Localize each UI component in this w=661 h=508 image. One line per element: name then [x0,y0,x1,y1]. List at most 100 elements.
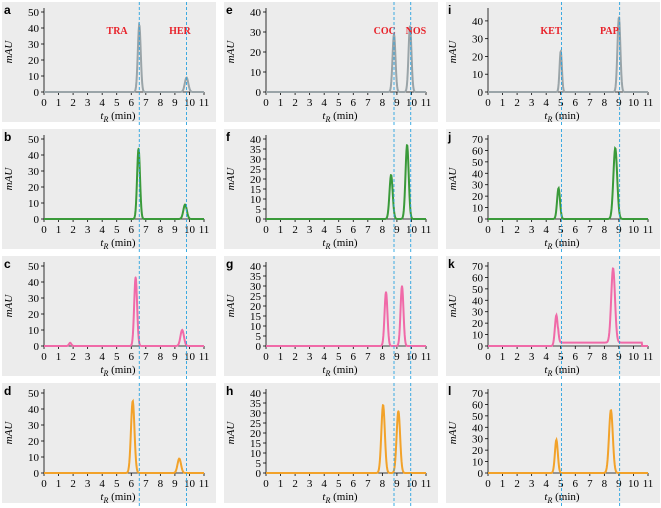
y-tick-label: 40 [250,7,262,19]
y-tick-label: 35 [250,144,262,156]
compound-label: HER [169,26,191,37]
x-tick-label: 9 [394,351,400,363]
x-tick-label: 8 [602,351,608,363]
y-tick-label: 0 [34,87,40,99]
x-tick-label: 10 [628,224,640,236]
plot-background [446,129,660,249]
y-tick-label: 30 [472,434,484,446]
x-tick-label: 4 [543,351,549,363]
x-tick-label: 1 [278,224,284,236]
x-tick-label: 2 [514,224,520,236]
plot-background [446,256,660,376]
plot-background [224,256,438,376]
y-tick-label: 40 [472,422,484,434]
y-tick-label: 30 [28,293,40,305]
x-tick-label: 8 [158,224,164,236]
y-tick-label: 30 [250,408,262,420]
y-tick-label: 70 [472,261,484,273]
y-axis-label: mAU [447,40,459,64]
x-tick-label: 2 [292,351,298,363]
x-tick-label: 0 [41,97,47,109]
y-tick-label: 15 [250,311,262,323]
x-tick-label: 3 [85,478,91,490]
x-tick-label: 8 [380,351,386,363]
x-tick-label: 6 [573,224,579,236]
peak-point [401,285,403,287]
x-tick-label: 6 [573,478,579,490]
x-tick-label: 1 [278,97,284,109]
x-axis-label: tR (min) [322,237,357,251]
y-tick-label: 40 [250,134,262,146]
x-tick-label: 6 [351,97,357,109]
x-axis-label: tR (min) [100,491,135,505]
x-tick-label: 11 [421,224,432,236]
y-tick-label: 60 [472,272,484,284]
x-axis-label: tR (min) [544,237,579,251]
x-axis-label: tR (min) [100,110,135,124]
panel-letter: b [4,130,11,144]
x-tick-label: 9 [394,224,400,236]
x-tick-label: 7 [365,351,371,363]
x-tick-label: 4 [321,224,327,236]
x-tick-label: 10 [184,97,196,109]
x-tick-label: 3 [307,224,313,236]
peak-point [385,291,387,293]
x-tick-label: 0 [263,351,269,363]
y-tick-label: 0 [34,341,40,353]
y-tick-label: 60 [472,399,484,411]
x-tick-label: 9 [394,478,400,490]
plot-background [2,2,216,122]
x-tick-label: 11 [421,97,432,109]
x-tick-label: 5 [114,97,120,109]
x-tick-label: 6 [351,224,357,236]
x-tick-label: 2 [70,224,76,236]
x-tick-label: 6 [129,351,135,363]
x-tick-label: 2 [514,97,520,109]
y-tick-label: 40 [472,16,484,28]
x-tick-label: 7 [143,224,149,236]
x-tick-label: 0 [485,224,491,236]
y-axis-label: mAU [225,167,237,191]
x-tick-label: 1 [500,97,506,109]
panel-letter: j [447,130,451,144]
x-tick-label: 3 [529,478,535,490]
panel-letter: d [4,384,11,398]
x-tick-label: 6 [573,351,579,363]
x-tick-label: 8 [158,351,164,363]
x-tick-label: 6 [573,97,579,109]
y-tick-label: 10 [250,67,262,79]
peak-point [559,50,562,52]
y-axis-label: mAU [447,294,459,318]
x-tick-label: 1 [56,351,62,363]
x-tick-label: 0 [41,351,47,363]
peak-point [557,187,560,189]
y-tick-label: 10 [250,194,262,206]
x-tick-label: 9 [394,97,400,109]
x-tick-label: 0 [263,97,269,109]
y-tick-label: 40 [472,295,484,307]
y-tick-label: 20 [472,51,484,63]
x-tick-label: 1 [278,351,284,363]
x-axis-label: tR (min) [322,491,357,505]
x-tick-label: 11 [643,97,654,109]
x-tick-label: 11 [199,478,210,490]
x-tick-label: 7 [365,478,371,490]
x-tick-label: 3 [307,97,313,109]
y-tick-label: 30 [28,39,40,51]
compound-label: KET [540,26,561,37]
x-tick-label: 4 [543,224,549,236]
y-tick-label: 40 [28,277,40,289]
y-tick-label: 40 [28,404,40,416]
chromatogram-trace [266,143,426,220]
peak-point [409,25,411,27]
chromatogram-trace [266,403,426,474]
x-tick-label: 7 [365,97,371,109]
plot-background [2,129,216,249]
y-tick-label: 40 [250,261,262,273]
y-tick-label: 0 [478,87,484,99]
y-tick-label: 40 [28,23,40,35]
y-tick-label: 30 [250,154,262,166]
